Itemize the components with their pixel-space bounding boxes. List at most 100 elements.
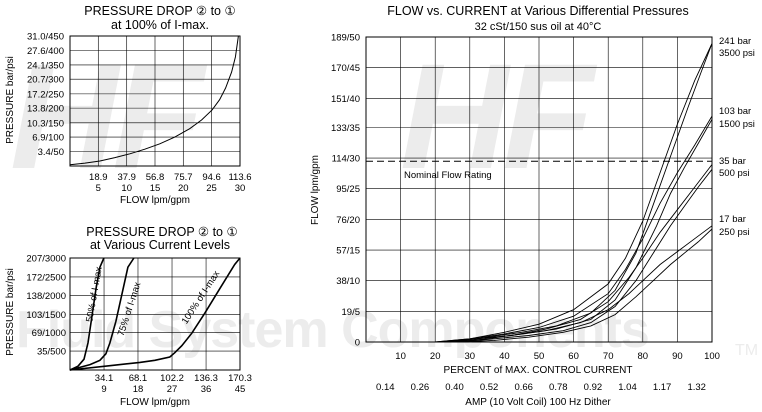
chart1-ytick: 27.6/400 <box>27 46 64 57</box>
chart2-xtick-bottom: 45 <box>235 384 246 395</box>
chart2-ytick: 103/1500 <box>26 310 66 321</box>
chart1-xtick-bottom: 30 <box>235 183 246 194</box>
chart3-x2tick: 0.26 <box>411 382 430 393</box>
chart3-pressure-psi: 250 psi <box>719 227 750 238</box>
chart3-ytick: 38/10 <box>336 276 360 287</box>
chart3-ytick: 95/25 <box>336 184 360 195</box>
chart2-xtick-top: 34.1 <box>95 373 114 384</box>
chart2-xtick-bottom: 36 <box>201 384 212 395</box>
chart3-x2tick: 0.78 <box>549 382 568 393</box>
chart3-xtick: 60 <box>568 351 579 362</box>
chart1-xtick-top: 56.8 <box>146 172 165 183</box>
chart3-ytick: 133/35 <box>331 123 360 134</box>
chart3-nominal-label: Nominal Flow Rating <box>404 170 492 181</box>
chart3-curve-5 <box>459 169 713 343</box>
chart1-ytick: 20.7/300 <box>27 75 64 86</box>
chart1-ytick: 3.4/50 <box>38 147 64 158</box>
chart1-xtick-bottom: 25 <box>206 183 217 194</box>
chart3-xtick: 70 <box>603 351 614 362</box>
chart3-x2tick: 0.40 <box>445 382 464 393</box>
chart3-xtick: 10 <box>395 351 406 362</box>
chart3-xtick: 50 <box>534 351 545 362</box>
chart1-curve <box>69 35 239 166</box>
chart3-xtick: 30 <box>465 351 476 362</box>
chart1-ytick: 13.8/200 <box>27 104 64 115</box>
chart3-x2tick: 1.32 <box>687 382 706 393</box>
chart2-ytick: 207/3000 <box>26 254 66 265</box>
chart3-x2tick: 0.92 <box>584 382 603 393</box>
chart2-plot <box>69 257 241 371</box>
chart1-title: PRESSURE DROP ② to ① <box>84 4 235 18</box>
chart3-xtick: 20 <box>430 351 441 362</box>
chart3-x2tick: 1.17 <box>653 382 672 393</box>
chart3-x2tick: 0.66 <box>514 382 533 393</box>
chart3-pressure-psi: 3500 psi <box>719 48 755 59</box>
chart2-xlabel: FLOW lpm/gpm <box>120 397 190 408</box>
chart3-ylabel: FLOW lpm/gpm <box>310 155 321 225</box>
chart2-xtick-bottom: 18 <box>133 384 144 395</box>
chart2-xtick-top: 170.3 <box>228 373 252 384</box>
chart1-xtick-bottom: 5 <box>96 183 101 194</box>
chart2-curve-0 <box>69 257 105 371</box>
chart3-ytick: 114/30 <box>332 154 360 165</box>
chart3-pressure-bar: 103 bar <box>719 106 751 117</box>
chart1-ytick: 31.0/450 <box>27 32 64 43</box>
chart1-ylabel: PRESSURE bar/psi <box>5 56 16 144</box>
chart3-curve-1 <box>452 43 713 343</box>
chart3-ytick: 19/5 <box>342 307 361 318</box>
chart3-ytick: 0 <box>355 338 360 349</box>
chart2-ytick: 35/500 <box>37 347 66 358</box>
chart1-xtick-top: 37.9 <box>117 172 136 183</box>
chart3-subtitle: 32 cSt/150 sus oil at 40°C <box>475 21 602 33</box>
chart2-xtick-top: 68.1 <box>129 373 148 384</box>
chart2-xtick-top: 136.3 <box>194 373 218 384</box>
chart1-ytick: 6.9/100 <box>32 133 64 144</box>
chart3-ytick: 76/20 <box>336 215 360 226</box>
chart1-xtick-bottom: 20 <box>178 183 189 194</box>
chart3-ytick: 151/40 <box>331 94 360 105</box>
chart1-xtick-bottom: 10 <box>121 183 132 194</box>
chart2-curve-1 <box>69 257 135 371</box>
chart3-pressure-bar: 241 bar <box>719 36 751 47</box>
chart1-xtick-bottom: 15 <box>150 183 161 194</box>
chart3-ytick: 170/45 <box>331 63 360 74</box>
chart1-xtick-top: 75.7 <box>174 172 193 183</box>
chart3-plot <box>365 36 713 343</box>
chart3-x2label: AMP (10 Volt Coil) 100 Hz Dither <box>465 397 611 408</box>
chart3-x2tick: 1.04 <box>618 382 637 393</box>
chart3-pressure-bar: 17 bar <box>719 214 746 225</box>
chart3-curve-3 <box>452 119 713 343</box>
chart1-ytick: 24.1/350 <box>27 60 64 71</box>
chart1-ytick: 17.2/250 <box>27 89 64 100</box>
chart3-curve-6 <box>442 225 713 343</box>
chart3-curve-2 <box>435 115 713 343</box>
chart3-pressure-psi: 500 psi <box>719 168 750 179</box>
chart1-plot <box>69 35 241 167</box>
chart3-pressure-psi: 1500 psi <box>719 119 755 130</box>
chart1-xtick-top: 18.9 <box>89 172 108 183</box>
chart3-x2tick: 0.52 <box>480 382 499 393</box>
chart3-xtick: 90 <box>672 351 683 362</box>
chart3-ytick: 57/15 <box>336 246 360 257</box>
chart3-xlabel: PERCENT of MAX. CONTROL CURRENT <box>444 365 633 376</box>
chart2-xtick-top: 102.2 <box>160 373 184 384</box>
chart2-xtick-bottom: 27 <box>167 384 178 395</box>
chart3-title: FLOW vs. CURRENT at Various Differential… <box>387 4 688 18</box>
chart2-ytick: 138/2000 <box>26 291 66 302</box>
chart2-xtick-bottom: 9 <box>101 384 106 395</box>
chart3-xtick: 100 <box>704 351 720 362</box>
chart2-curve-2 <box>69 257 241 371</box>
chart2-ytick: 69/1000 <box>32 328 66 339</box>
chart1-xtick-top: 94.6 <box>202 172 221 183</box>
chart2-title: PRESSURE DROP ② to ① <box>86 225 237 239</box>
chart3-curve-7 <box>459 228 713 343</box>
chart2-subtitle: at Various Current Levels <box>90 238 230 252</box>
chart3-pressure-bar: 35 bar <box>719 156 746 167</box>
chart2-ytick: 172/2500 <box>26 272 66 283</box>
chart1-ytick: 10.3/150 <box>27 118 64 129</box>
chart1-xtick-top: 113.6 <box>228 172 251 183</box>
chart2-series-label-75: 75% of I-max <box>116 281 144 338</box>
chart1-xlabel: FLOW lpm/gpm <box>120 195 190 206</box>
chart2-ylabel: PRESSURE bar/psi <box>5 268 16 356</box>
